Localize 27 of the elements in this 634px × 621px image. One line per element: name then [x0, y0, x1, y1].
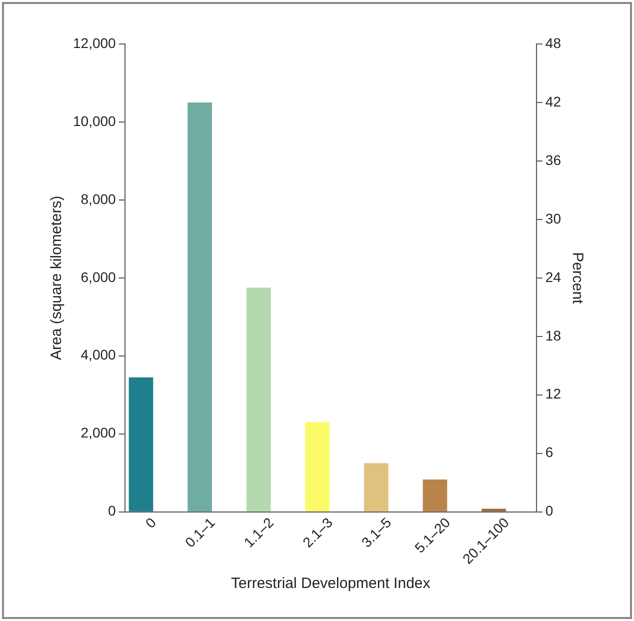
y-tick-label: 0 [108, 502, 116, 519]
x-axis-title: Terrestrial Development Index [230, 575, 431, 592]
y-axis-title: Area (square kilometers) [48, 196, 66, 360]
y2-tick-label: 12 [545, 386, 562, 402]
y2-tick-label: 30 [545, 210, 562, 226]
bar [422, 479, 448, 512]
bar [364, 463, 388, 512]
bar [482, 508, 506, 512]
y2-tick-label: 48 [545, 34, 562, 51]
y2-tick-label: 42 [545, 93, 562, 110]
bar [188, 102, 212, 512]
x-tick-label: 0 [142, 514, 160, 532]
y2-axis-title: Percent [568, 252, 586, 305]
y2-tick-label: 36 [545, 152, 562, 168]
y-tick-label: 10,000 [72, 112, 116, 129]
y2-tick-label: 6 [545, 444, 554, 460]
y-tick-label: 12,000 [72, 34, 116, 51]
y-tick-label: 8,000 [80, 190, 116, 207]
y-tick-label: 6,000 [80, 268, 116, 285]
y-tick-label: 2,000 [80, 424, 116, 441]
y-tick-label: 4,000 [80, 346, 116, 363]
bar [305, 422, 330, 512]
bar [246, 288, 271, 512]
y2-tick-label: 18 [545, 327, 562, 344]
y2-tick-label: 24 [545, 268, 562, 285]
bar [128, 377, 154, 512]
y2-tick-label: 0 [545, 502, 554, 519]
